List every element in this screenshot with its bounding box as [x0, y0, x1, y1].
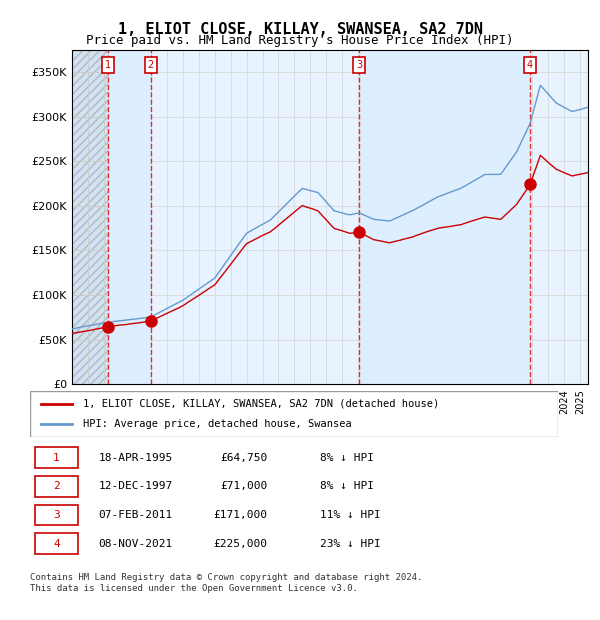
Text: 11% ↓ HPI: 11% ↓ HPI: [320, 510, 381, 520]
Text: Price paid vs. HM Land Registry's House Price Index (HPI): Price paid vs. HM Land Registry's House …: [86, 34, 514, 47]
Text: 2: 2: [53, 481, 60, 491]
Text: Contains HM Land Registry data © Crown copyright and database right 2024.
This d: Contains HM Land Registry data © Crown c…: [30, 574, 422, 593]
Text: 1, ELIOT CLOSE, KILLAY, SWANSEA, SA2 7DN (detached house): 1, ELIOT CLOSE, KILLAY, SWANSEA, SA2 7DN…: [83, 399, 439, 409]
Text: £64,750: £64,750: [220, 453, 268, 463]
Text: 1: 1: [105, 60, 112, 69]
Bar: [151, 50, 359, 384]
Text: 1, ELIOT CLOSE, KILLAY, SWANSEA, SA2 7DN: 1, ELIOT CLOSE, KILLAY, SWANSEA, SA2 7DN: [118, 22, 482, 37]
Text: 8% ↓ HPI: 8% ↓ HPI: [320, 481, 374, 491]
Text: 1: 1: [53, 453, 60, 463]
FancyBboxPatch shape: [35, 476, 77, 497]
Text: 2: 2: [148, 60, 154, 69]
Text: 23% ↓ HPI: 23% ↓ HPI: [320, 539, 381, 549]
Text: 07-FEB-2011: 07-FEB-2011: [98, 510, 173, 520]
Text: HPI: Average price, detached house, Swansea: HPI: Average price, detached house, Swan…: [83, 419, 352, 429]
FancyBboxPatch shape: [35, 447, 77, 468]
Text: £71,000: £71,000: [220, 481, 268, 491]
Text: 4: 4: [527, 60, 533, 69]
Text: 08-NOV-2021: 08-NOV-2021: [98, 539, 173, 549]
Bar: [72, 50, 109, 384]
Text: 3: 3: [53, 510, 60, 520]
FancyBboxPatch shape: [35, 505, 77, 525]
Text: 18-APR-1995: 18-APR-1995: [98, 453, 173, 463]
Text: £171,000: £171,000: [214, 510, 268, 520]
Text: 8% ↓ HPI: 8% ↓ HPI: [320, 453, 374, 463]
Text: £225,000: £225,000: [214, 539, 268, 549]
FancyBboxPatch shape: [35, 533, 77, 554]
Text: 3: 3: [356, 60, 362, 69]
Bar: [359, 50, 530, 384]
Text: 4: 4: [53, 539, 60, 549]
Bar: [530, 50, 588, 384]
Text: 12-DEC-1997: 12-DEC-1997: [98, 481, 173, 491]
Bar: [72, 50, 109, 384]
Bar: [109, 50, 151, 384]
FancyBboxPatch shape: [30, 391, 558, 437]
